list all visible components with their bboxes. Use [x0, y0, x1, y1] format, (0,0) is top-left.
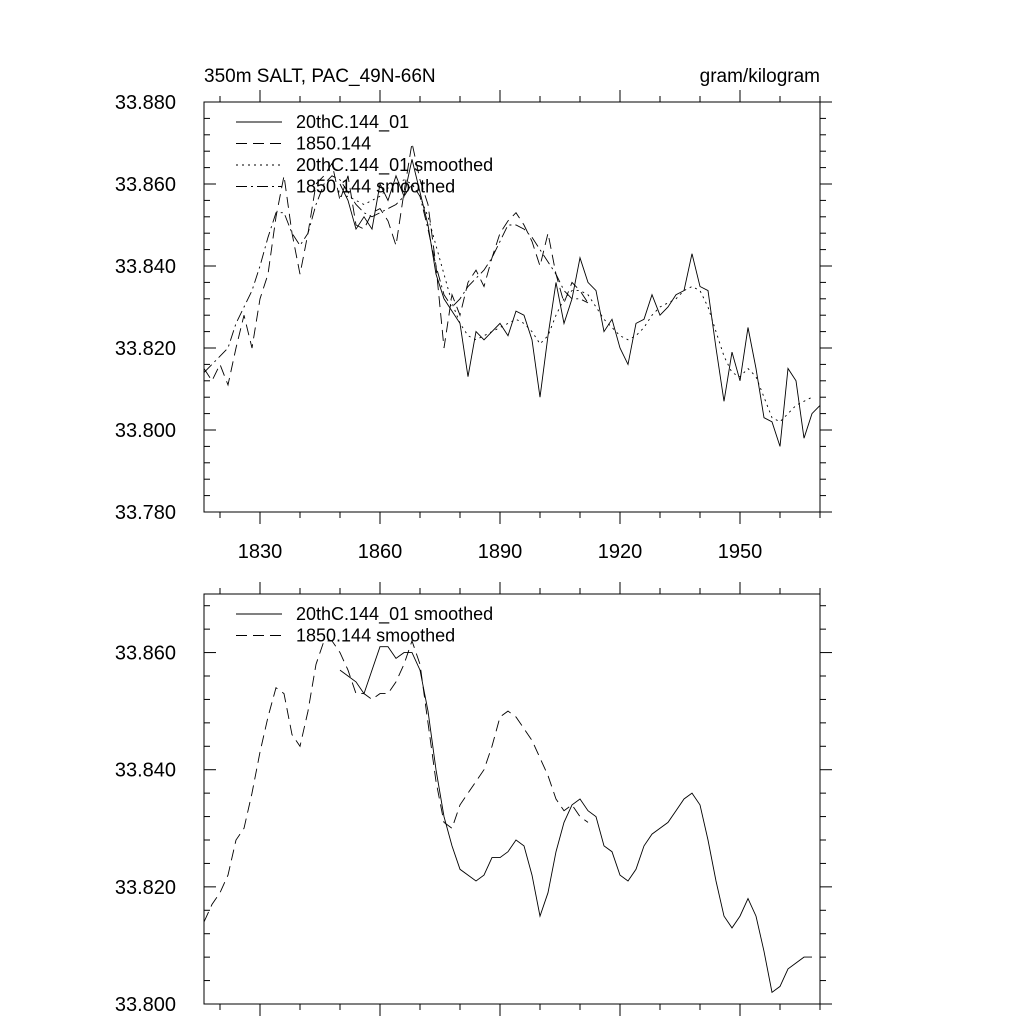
y-tick-label: 33.820: [115, 338, 176, 360]
y-tick-label: 33.780: [115, 502, 176, 524]
bottom-chart-panel: 33.800 33.820 33.840 33.860 20thC.144_01 smo…: [115, 582, 832, 1016]
y-tick-label: 33.840: [115, 256, 176, 278]
plot-frame: [203, 593, 821, 1005]
y-tick-label: 33.800: [115, 994, 176, 1016]
y-tick-label: 33.840: [115, 760, 176, 782]
series-line-1850-144-smoothed: [203, 175, 589, 373]
legend-label: 1850.144 smoothed: [296, 626, 455, 646]
series-line-20thc-144-01-smoothed: [340, 179, 813, 423]
y-tick-label: 33.820: [115, 877, 176, 899]
series-line-20thc-144-01: [339, 159, 821, 447]
legend-label: 20thC.144_01 smoothed: [296, 155, 493, 176]
legend-label: 20thC.144_01 smoothed: [296, 604, 493, 625]
y-tick-label: 33.800: [115, 420, 176, 442]
plot-frame: [203, 101, 821, 513]
x-tick-label: 1920: [598, 541, 643, 563]
units-label: gram/kilogram: [700, 66, 820, 87]
series-line-20thc-144-01-smoothed: [339, 646, 812, 994]
y-tick-label: 33.860: [115, 174, 176, 196]
legend-label: 20thC.144_01: [296, 112, 409, 133]
legend-label: 1850.144: [296, 134, 371, 154]
legend-label: 1850.144 smoothed: [296, 177, 455, 197]
x-tick-label: 1890: [478, 541, 523, 563]
top-chart-panel: 350m SALT, PAC_49N-66N gram/kilogram 183…: [115, 66, 832, 563]
x-tick-label: 1860: [358, 541, 403, 563]
series-line-1850-144: [203, 142, 589, 387]
x-tick-label: 1950: [718, 541, 763, 563]
series-line-1850-144-smoothed: [203, 639, 589, 923]
y-tick-label: 33.860: [115, 643, 176, 665]
chart-title: 350m SALT, PAC_49N-66N: [204, 66, 436, 87]
x-tick-label: 1830: [238, 541, 283, 563]
y-tick-label: 33.880: [115, 92, 176, 114]
